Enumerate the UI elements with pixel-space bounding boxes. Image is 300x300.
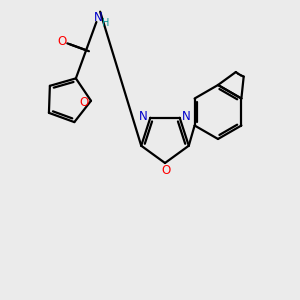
Text: H: H [102,18,110,28]
Text: N: N [182,110,191,123]
Text: N: N [94,11,103,24]
Text: O: O [161,164,171,178]
Text: N: N [139,110,148,123]
Text: O: O [57,35,66,48]
Text: O: O [80,96,88,109]
